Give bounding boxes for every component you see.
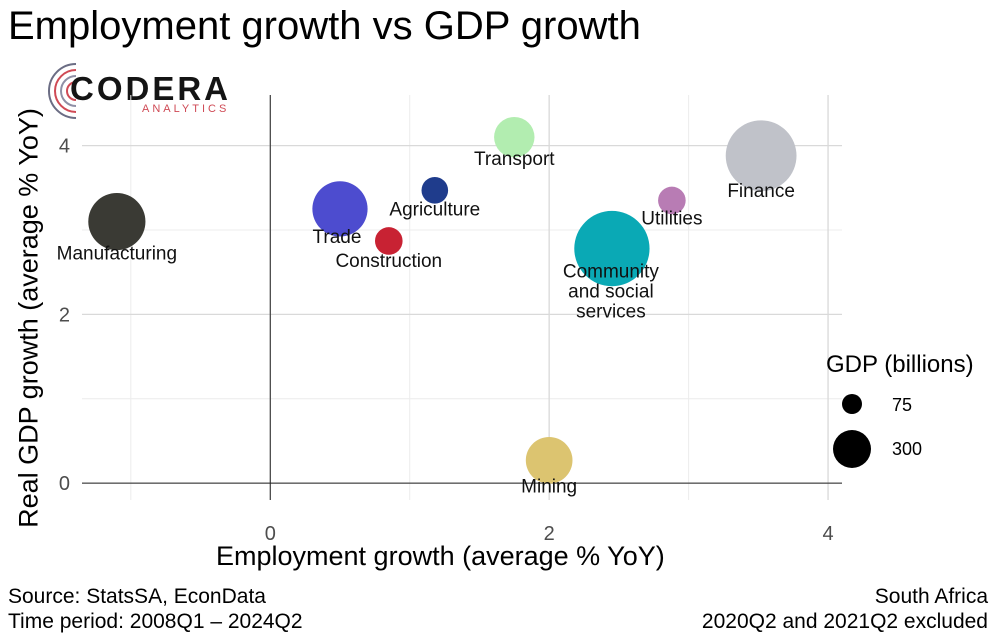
legend-symbol-300	[833, 430, 871, 468]
point-agriculture	[421, 177, 449, 204]
point-construction	[374, 227, 403, 255]
point-manufacturing	[88, 192, 146, 251]
y-tick-label: 2	[59, 304, 70, 326]
y-tick-label: 0	[59, 473, 70, 495]
point-trade	[312, 181, 368, 237]
x-tick-label: 4	[822, 523, 833, 545]
chart-title: Employment growth vs GDP growth	[8, 4, 641, 48]
caption-right: South Africa 2020Q2 and 2021Q2 excluded	[702, 584, 988, 634]
logo-wordmark: CODERA	[70, 70, 232, 107]
legend-symbol-75	[842, 394, 862, 414]
label-agriculture: Agriculture	[389, 199, 480, 220]
label-utilities: Utilities	[641, 208, 702, 229]
codera-logo: CODERA ANALYTICS	[46, 56, 246, 126]
label-finance: Finance	[727, 181, 795, 202]
point-transport	[494, 116, 535, 158]
label-construction: Construction	[335, 251, 442, 272]
period-caption: Time period: 2008Q1 – 2024Q2	[8, 610, 303, 633]
region-caption: South Africa	[874, 585, 988, 608]
point-mining	[525, 437, 573, 484]
logo-mark-icon	[48, 63, 77, 119]
label-mining: Mining	[521, 476, 577, 497]
source-caption: Source: StatsSA, EconData	[8, 585, 266, 608]
label-manufacturing: Manufacturing	[57, 244, 177, 265]
legend-title: GDP (billions)	[826, 351, 974, 378]
point-finance	[725, 120, 797, 192]
point-community-and-social-services	[574, 210, 650, 287]
excluded-caption: 2020Q2 and 2021Q2 excluded	[701, 610, 988, 633]
label-transport: Transport	[474, 149, 555, 170]
legend-label-75: 75	[892, 395, 913, 415]
y-axis-label: Real GDP growth (average % YoY)	[13, 108, 44, 528]
y-tick-label: 4	[59, 136, 70, 158]
legend-label-300: 300	[892, 439, 923, 459]
point-utilities	[658, 186, 686, 215]
caption-left: Source: StatsSA, EconData Time period: 2…	[8, 584, 303, 634]
label-community-and-social-services: Community and social services	[563, 262, 660, 323]
label-trade: Trade	[313, 227, 362, 248]
logo-subtitle: ANALYTICS	[142, 103, 230, 115]
x-axis-label: Employment growth (average % YoY)	[216, 541, 665, 571]
